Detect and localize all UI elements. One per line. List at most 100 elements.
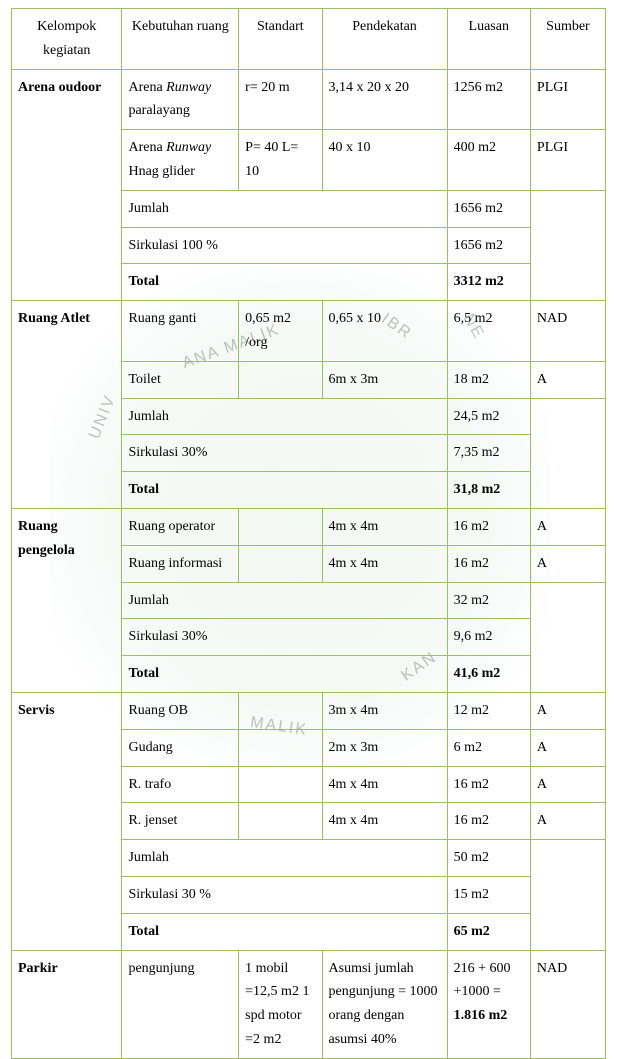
- needs-table: Kelompok kegiatan Kebutuhan ruang Standa…: [11, 8, 606, 1059]
- cell-sumber: A: [530, 803, 605, 840]
- cell-kebutuhan: Ruang informasi: [122, 545, 239, 582]
- text: Arena: [128, 80, 166, 95]
- cell-total-label: Total: [122, 264, 447, 301]
- table-row: Parkir pengunjung 1 mobil =12,5 m2 1 spd…: [12, 950, 606, 1058]
- cell-total: 3312 m2: [447, 264, 530, 301]
- cell-luasan: 6 m2: [447, 729, 530, 766]
- cell-sumber-empty: [530, 190, 605, 300]
- cell-standart: r= 20 m: [239, 69, 322, 130]
- cell-pendekatan: 2m x 3m: [322, 729, 447, 766]
- cell-luasan: 216 + 600 +1000 = 1.816 m2: [447, 950, 530, 1058]
- table-header-row: Kelompok kegiatan Kebutuhan ruang Standa…: [12, 9, 606, 70]
- text-italic: Runway: [166, 80, 211, 95]
- cell-sirk-label: Sirkulasi 100 %: [122, 227, 447, 264]
- cell-sumber: A: [530, 692, 605, 729]
- cell-kebutuhan: R. jenset: [122, 803, 239, 840]
- cell-standart: [239, 729, 322, 766]
- cell-jumlah: 50 m2: [447, 840, 530, 877]
- col-header-sumber: Sumber: [530, 9, 605, 70]
- cell-sirk-label: Sirkulasi 30%: [122, 435, 447, 472]
- cell-luasan: 16 m2: [447, 766, 530, 803]
- cell-sirk-label: Sirkulasi 30 %: [122, 876, 447, 913]
- cell-sirk: 15 m2: [447, 876, 530, 913]
- cell-standart: [239, 361, 322, 398]
- cell-jumlah-label: Jumlah: [122, 190, 447, 227]
- cell-luasan: 12 m2: [447, 692, 530, 729]
- cell-luasan: 16 m2: [447, 508, 530, 545]
- cell-pendekatan: 4m x 4m: [322, 508, 447, 545]
- cell-sumber: A: [530, 545, 605, 582]
- cell-pendekatan: 0,65 x 10: [322, 301, 447, 362]
- cell-jumlah-label: Jumlah: [122, 582, 447, 619]
- col-header-pendekatan: Pendekatan: [322, 9, 447, 70]
- cell-kebutuhan: Ruang operator: [122, 508, 239, 545]
- cell-jumlah: 1656 m2: [447, 190, 530, 227]
- col-header-kebutuhan: Kebutuhan ruang: [122, 9, 239, 70]
- cell-standart: [239, 692, 322, 729]
- cell-sumber-empty: [530, 582, 605, 692]
- cell-kebutuhan: Ruang ganti: [122, 301, 239, 362]
- col-header-standart: Standart: [239, 9, 322, 70]
- cell-sumber: A: [530, 766, 605, 803]
- cell-standart: 1 mobil =12,5 m2 1 spd motor =2 m2: [239, 950, 322, 1058]
- cell-luasan: 16 m2: [447, 803, 530, 840]
- cell-luasan: 6,5 m2: [447, 301, 530, 362]
- cell-kebutuhan: Ruang OB: [122, 692, 239, 729]
- cell-luasan: 400 m2: [447, 130, 530, 191]
- cell-kebutuhan: pengunjung: [122, 950, 239, 1058]
- cell-jumlah: 24,5 m2: [447, 398, 530, 435]
- cell-jumlah-label: Jumlah: [122, 398, 447, 435]
- cell-standart: 0,65 m2 /org: [239, 301, 322, 362]
- text: Hnag glider: [128, 164, 194, 179]
- text: Arena: [128, 140, 166, 155]
- table-row: Arena oudoor Arena Runway paralayang r= …: [12, 69, 606, 130]
- cell-standart: P= 40 L= 10: [239, 130, 322, 191]
- cell-sumber: PLGI: [530, 69, 605, 130]
- cell-sumber: NAD: [530, 301, 605, 362]
- cell-sumber-empty: [530, 398, 605, 508]
- cell-standart: [239, 803, 322, 840]
- col-header-kelompok: Kelompok kegiatan: [12, 9, 122, 70]
- cell-standart: [239, 508, 322, 545]
- cell-sirk: 9,6 m2: [447, 619, 530, 656]
- text-italic: Runway: [166, 140, 211, 155]
- cell-standart: [239, 545, 322, 582]
- cell-sumber: A: [530, 508, 605, 545]
- group-name: Parkir: [12, 950, 122, 1058]
- col-header-luasan: Luasan: [447, 9, 530, 70]
- cell-sumber: PLGI: [530, 130, 605, 191]
- text: 216 + 600 +1000 =: [454, 961, 511, 1000]
- cell-total-label: Total: [122, 656, 447, 693]
- cell-standart: [239, 766, 322, 803]
- cell-total: 65 m2: [447, 913, 530, 950]
- group-name: Ruang pengelola: [12, 508, 122, 692]
- cell-pendekatan: 4m x 4m: [322, 803, 447, 840]
- cell-kebutuhan: Toilet: [122, 361, 239, 398]
- cell-sirk: 7,35 m2: [447, 435, 530, 472]
- cell-pendekatan: 4m x 4m: [322, 766, 447, 803]
- cell-pendekatan: Asumsi jumlah pengunjung = 1000 orang de…: [322, 950, 447, 1058]
- cell-pendekatan: 4m x 4m: [322, 545, 447, 582]
- cell-jumlah-label: Jumlah: [122, 840, 447, 877]
- text: paralayang: [128, 103, 189, 118]
- cell-kebutuhan: Arena Runway Hnag glider: [122, 130, 239, 191]
- cell-jumlah: 32 m2: [447, 582, 530, 619]
- cell-kebutuhan: Arena Runway paralayang: [122, 69, 239, 130]
- cell-luasan: 18 m2: [447, 361, 530, 398]
- group-name: Arena oudoor: [12, 69, 122, 301]
- cell-sumber: NAD: [530, 950, 605, 1058]
- cell-total: 31,8 m2: [447, 472, 530, 509]
- cell-pendekatan: 6m x 3m: [322, 361, 447, 398]
- table-row: Ruang pengelola Ruang operator 4m x 4m 1…: [12, 508, 606, 545]
- cell-luasan: 1256 m2: [447, 69, 530, 130]
- cell-total: 41,6 m2: [447, 656, 530, 693]
- table-row: Ruang Atlet Ruang ganti 0,65 m2 /org 0,6…: [12, 301, 606, 362]
- cell-pendekatan: 3m x 4m: [322, 692, 447, 729]
- cell-total-label: Total: [122, 472, 447, 509]
- table-row: Servis Ruang OB 3m x 4m 12 m2 A: [12, 692, 606, 729]
- cell-total-label: Total: [122, 913, 447, 950]
- cell-kebutuhan: Gudang: [122, 729, 239, 766]
- cell-sumber: A: [530, 729, 605, 766]
- group-name: Ruang Atlet: [12, 301, 122, 509]
- text-bold: 1.816 m2: [454, 1008, 508, 1023]
